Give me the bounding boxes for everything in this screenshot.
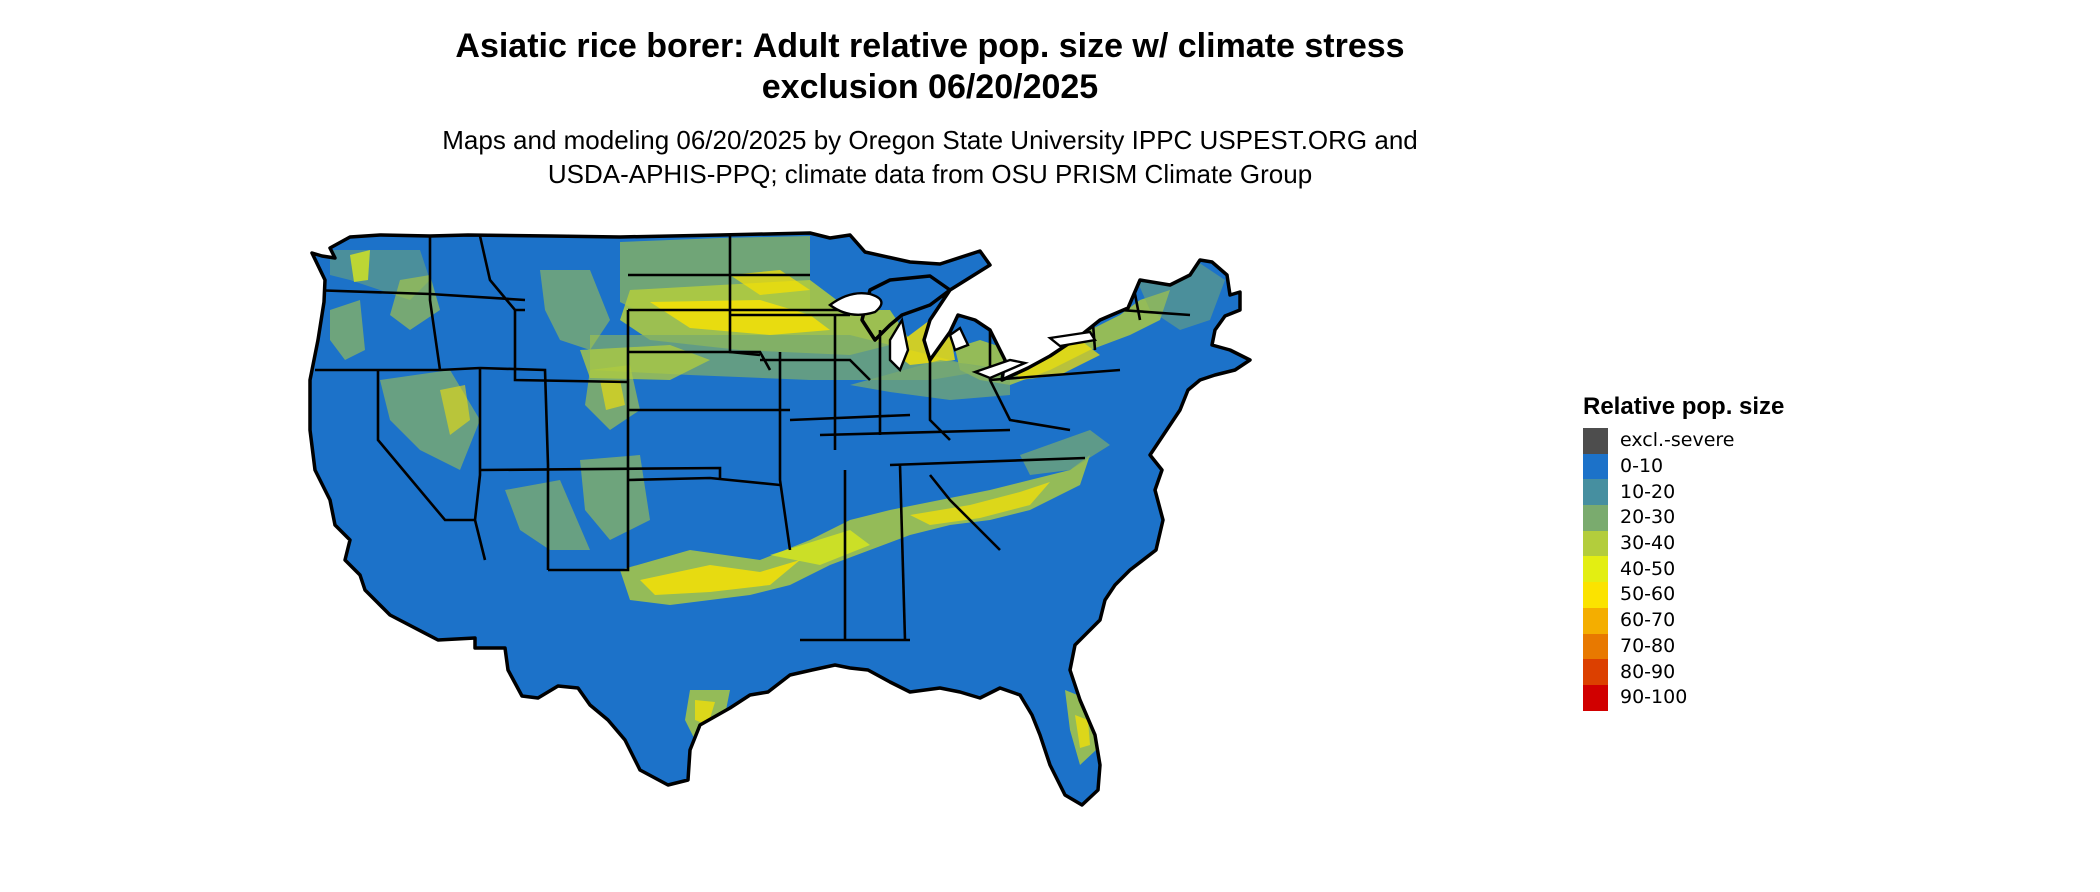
overlay-cascades-40-50	[350, 250, 370, 282]
legend-item: 90-100	[1583, 684, 1883, 711]
legend-swatch	[1583, 607, 1608, 634]
legend: Relative pop. size excl.-severe 0-10 10-20…	[1583, 392, 1883, 711]
legend-label: 20-30	[1620, 506, 1676, 529]
legend-swatch	[1583, 582, 1608, 608]
lake-superior	[827, 291, 883, 316]
overlay-georgia-carolina-50-60	[910, 482, 1050, 525]
map-subtitle-line-1: Maps and modeling 06/20/2025 by Oregon S…	[442, 125, 1418, 155]
overlay-pennsylvania-50-60	[1010, 340, 1100, 380]
border-oh-wv	[928, 350, 951, 441]
legend-label: 40-50	[1620, 557, 1676, 580]
lake-michigan	[888, 316, 910, 373]
overlay-nevada-50-60	[440, 385, 470, 435]
legend-label: excl.-severe	[1620, 429, 1735, 452]
map-subtitle-line-2: USDA-APHIS-PPQ; climate data from OSU PR…	[547, 159, 1313, 189]
map-title: Asiatic rice borer: Adult relative pop. …	[330, 26, 1530, 108]
border-wy	[513, 310, 629, 384]
legend-swatch	[1583, 633, 1608, 660]
legend-swatch	[1583, 428, 1608, 454]
border-nm-tx	[548, 465, 630, 572]
legend-swatch	[1583, 556, 1608, 583]
border-nv-ut-az	[473, 368, 487, 561]
legend-label: 90-100	[1620, 686, 1688, 709]
legend-item: 50-60	[1583, 582, 1883, 608]
map-title-line-1: Asiatic rice borer: Adult relative pop. …	[455, 27, 1405, 65]
legend-item: 80-90	[1583, 659, 1883, 685]
legend-swatch	[1583, 479, 1608, 506]
lake-ontario	[1047, 330, 1097, 348]
border-ok-tx	[627, 476, 781, 487]
overlay-southern-band-30-40	[620, 455, 1090, 605]
legend-title: Relative pop. size	[1583, 393, 1785, 420]
border-mn-west	[728, 236, 761, 357]
overlay-colorado-50-60	[600, 380, 625, 410]
border-ky-tn	[819, 428, 1011, 437]
legend-label: 80-90	[1620, 660, 1676, 683]
overlay-oregon-30-40	[330, 300, 365, 360]
legend-label: 60-70	[1620, 609, 1676, 632]
legend-items: excl.-severe 0-10 10-20 20-30 30-40 40-50 50-6…	[1583, 428, 1883, 711]
border-al-ga	[898, 464, 907, 641]
legend-label: 50-60	[1620, 583, 1676, 606]
legend-swatch	[1583, 684, 1608, 711]
legend-item: 10-20	[1583, 479, 1883, 506]
overlay-texas-band-50-60	[640, 560, 800, 595]
border-mo-ar	[789, 413, 911, 422]
legend-item: 20-30	[1583, 505, 1883, 531]
border-pa-wv-va	[988, 330, 1071, 432]
border-id-mt	[478, 235, 525, 312]
us-map	[308, 231, 1252, 807]
overlay-virginia-20-30	[1020, 430, 1110, 475]
border-id-west	[428, 236, 442, 371]
border-ga-sc	[928, 474, 1001, 551]
legend-item: 70-80	[1583, 633, 1883, 660]
lake-erie	[971, 358, 1030, 380]
lake-huron	[948, 326, 970, 352]
legend-swatch	[1583, 659, 1608, 685]
border-ut	[479, 366, 550, 466]
border-ca-nv	[376, 370, 475, 522]
border-mo-ar-la	[778, 352, 792, 551]
overlay-south-texas-50-60	[695, 700, 715, 725]
border-ne-ks	[628, 350, 772, 371]
border-pa-ny	[989, 368, 1121, 382]
legend-label: 70-80	[1620, 634, 1676, 657]
border-tn-south	[889, 456, 1086, 467]
legend-item: 0-10	[1583, 453, 1883, 480]
overlay-florida-50-60	[1075, 715, 1090, 748]
border-ia-mo	[760, 358, 871, 381]
border-co-nm-ok	[479, 466, 722, 480]
legend-item: excl.-severe	[1583, 428, 1883, 454]
legend-label: 30-40	[1620, 532, 1676, 555]
legend-swatch	[1583, 453, 1608, 480]
legend-item: 40-50	[1583, 556, 1883, 583]
legend-swatch	[1583, 505, 1608, 531]
legend-label: 10-20	[1620, 480, 1676, 503]
legend-item: 30-40	[1583, 530, 1883, 557]
legend-label: 0-10	[1620, 455, 1664, 478]
map-title-line-2: exclusion 06/20/2025	[761, 68, 1099, 106]
legend-swatch	[1583, 530, 1608, 557]
overlay-new-mexico-30-40	[580, 455, 650, 540]
map-subtitle: Maps and modeling 06/20/2025 by Oregon S…	[380, 123, 1480, 191]
border-ma	[1119, 308, 1191, 317]
overlay-idaho-30-40	[390, 275, 440, 330]
overlay-montana-30-40	[540, 270, 610, 350]
legend-item: 60-70	[1583, 607, 1883, 634]
